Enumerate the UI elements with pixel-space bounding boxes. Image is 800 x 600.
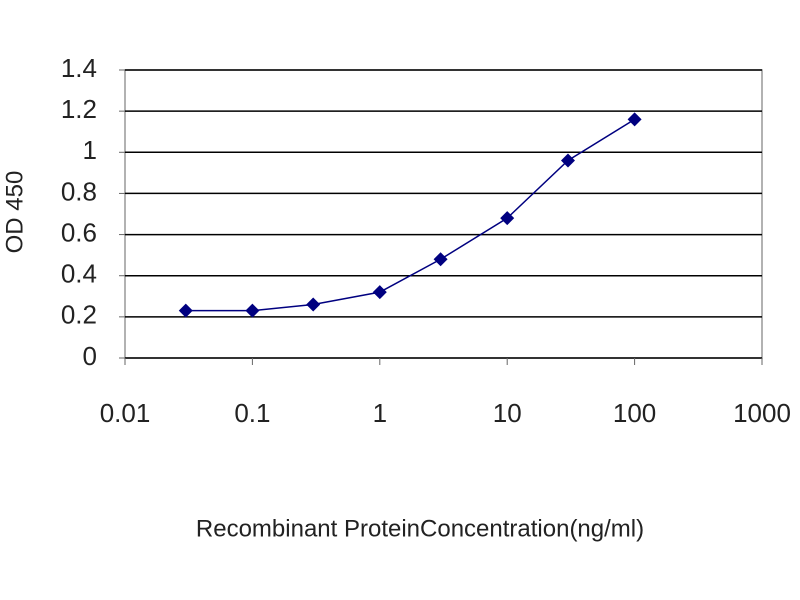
x-tick-label: 100 (613, 398, 656, 428)
plot-area (124, 69, 763, 359)
series-line (185, 118, 635, 312)
data-point (306, 297, 321, 312)
y-tick-label: 0.2 (61, 300, 97, 330)
data-point (560, 153, 575, 168)
data-point (178, 303, 193, 318)
y-tick-label: 1 (83, 135, 97, 165)
y-tick-label: 0.8 (61, 176, 97, 206)
data-point (500, 211, 515, 226)
x-axis-title: Recombinant ProteinConcentration(ng/ml) (196, 515, 644, 542)
data-point (372, 285, 387, 300)
y-tick-label: 0.6 (61, 217, 97, 247)
y-tick-label: 1.4 (61, 53, 97, 83)
data-point (433, 252, 448, 267)
y-tick-label: 0.4 (61, 259, 97, 289)
y-axis-title: OD 450 (1, 171, 28, 254)
x-tick-label: 0.01 (100, 398, 151, 428)
x-tick-label: 1 (373, 398, 387, 428)
data-point (627, 112, 642, 127)
x-tick-label: 1000 (733, 398, 791, 428)
x-tick-label: 10 (493, 398, 522, 428)
data-point (245, 303, 260, 318)
y-tick-label: 0 (83, 341, 97, 371)
x-tick-label: 0.1 (234, 398, 270, 428)
y-tick-label: 1.2 (61, 94, 97, 124)
